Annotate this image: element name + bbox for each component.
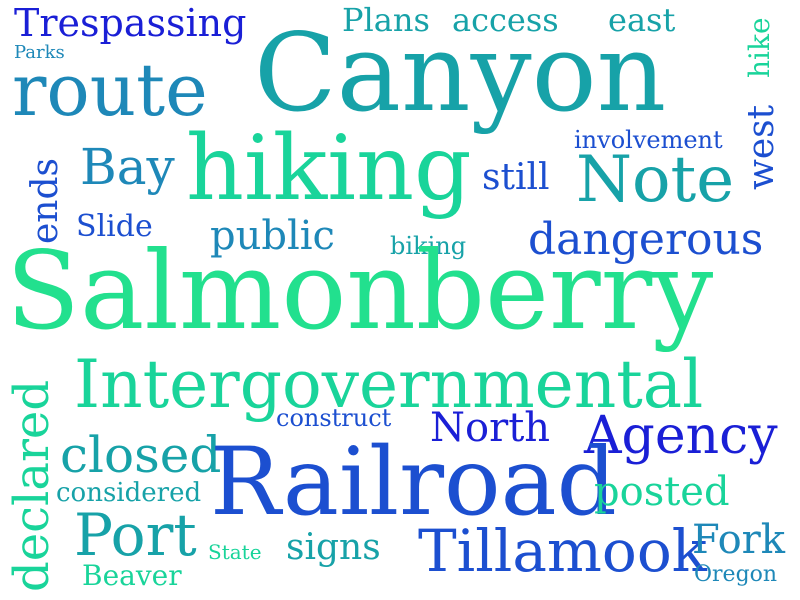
- word-route: route: [12, 48, 208, 132]
- word-note: Note: [576, 143, 735, 217]
- word-oregon: Oregon: [694, 562, 778, 587]
- word-plans: Plans: [342, 1, 430, 39]
- word-posted: posted: [594, 469, 730, 515]
- word-intergovernmental: Intergovernmental: [74, 346, 704, 423]
- word-tillamook: Tillamook: [418, 517, 707, 585]
- word-north: North: [430, 405, 551, 451]
- word-hike: hike: [743, 17, 776, 78]
- word-slide: Slide: [76, 209, 153, 244]
- word-agency: Agency: [584, 406, 778, 466]
- word-considered: considered: [56, 478, 202, 508]
- word-fork: Fork: [692, 517, 786, 563]
- word-state: State: [208, 540, 262, 564]
- word-involvement: involvement: [574, 126, 723, 154]
- word-dangerous: dangerous: [528, 214, 764, 265]
- word-east: east: [608, 1, 676, 39]
- word-bay: Bay: [80, 138, 175, 196]
- word-west: west: [741, 104, 782, 190]
- word-port: Port: [74, 501, 197, 569]
- word-biking: biking: [390, 232, 467, 260]
- word-signs: signs: [286, 527, 381, 568]
- word-public: public: [210, 213, 335, 259]
- word-salmonberry: Salmonberry: [6, 229, 714, 354]
- word-access: access: [452, 1, 559, 39]
- word-trespassing: Trespassing: [14, 1, 247, 45]
- word-construct: construct: [276, 404, 392, 432]
- word-railroad: Railroad: [210, 428, 617, 537]
- word-closed: closed: [60, 426, 222, 484]
- word-declared: declared: [4, 379, 60, 592]
- word-hiking: hiking: [186, 116, 472, 221]
- word-beaver: Beaver: [82, 559, 182, 592]
- word-still: still: [482, 157, 550, 198]
- word-parks: Parks: [14, 42, 65, 63]
- word-canyon: Canyon: [254, 11, 667, 136]
